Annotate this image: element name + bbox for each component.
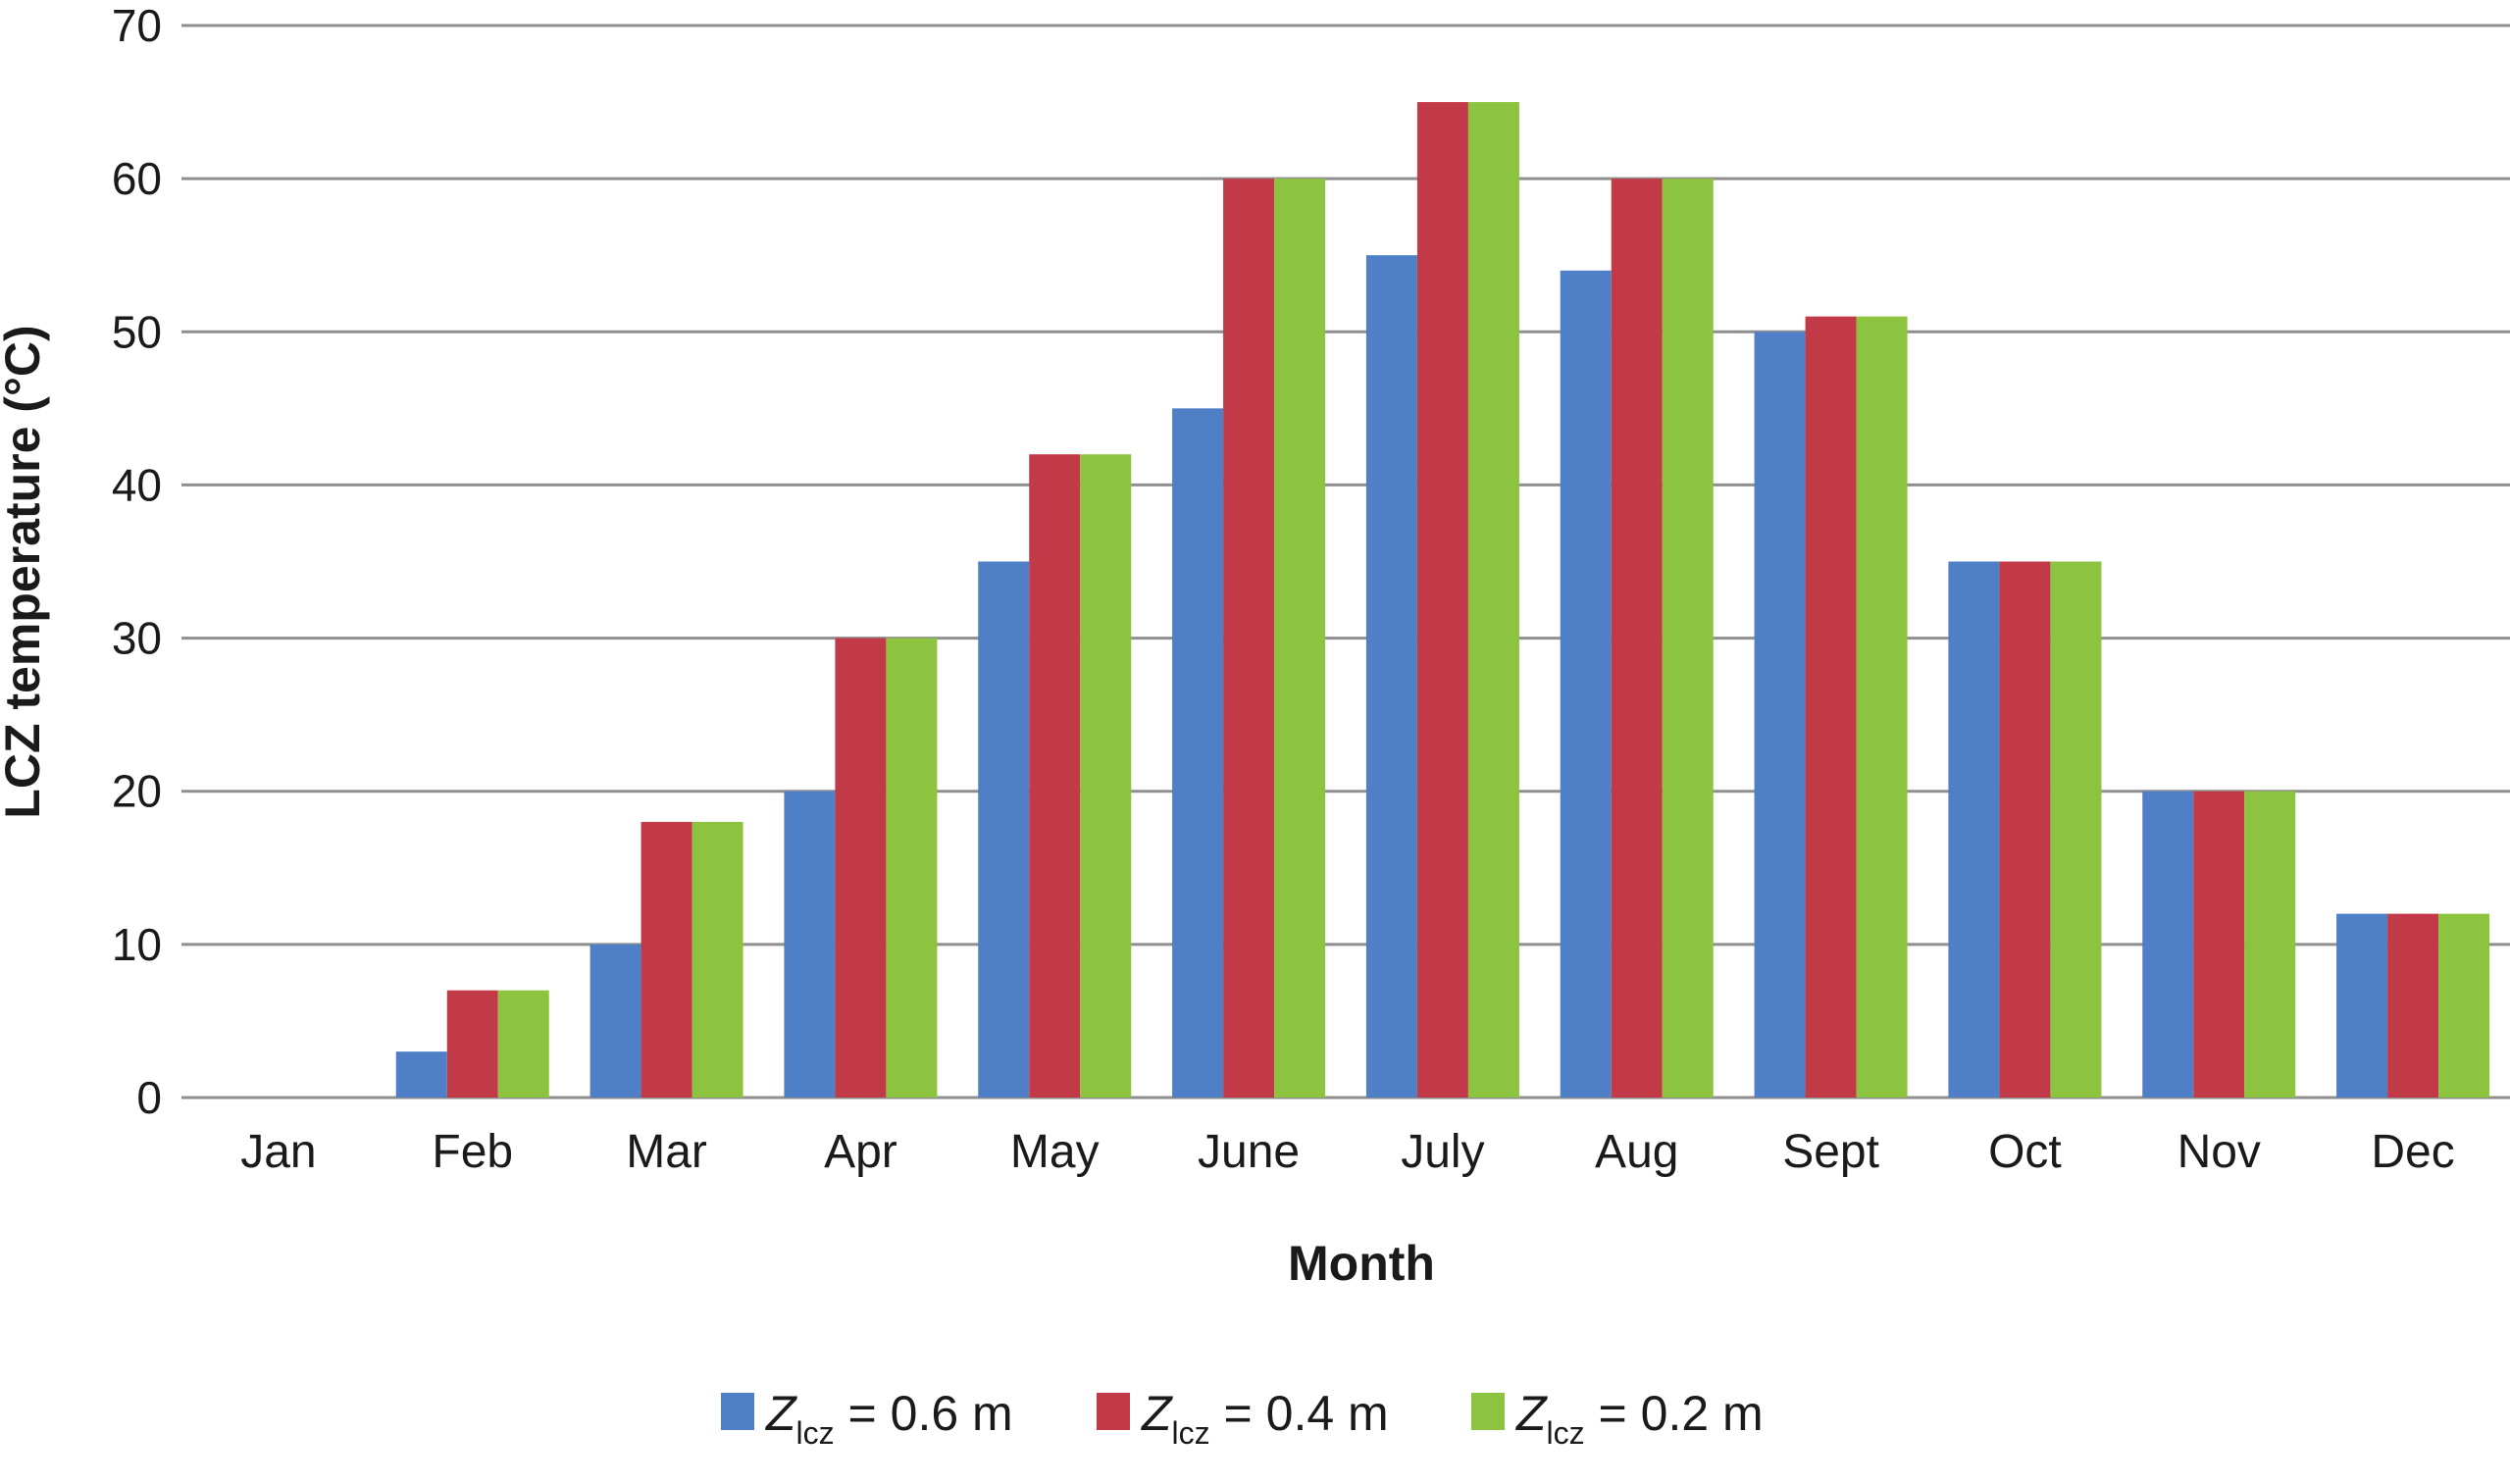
bar-dec-series-3 xyxy=(2438,913,2490,1098)
y-tick-label: 20 xyxy=(112,766,162,817)
bar-aug-series-3 xyxy=(1662,179,1714,1099)
legend-item: Zlcz = 0.2 m xyxy=(1471,1386,1764,1451)
bar-apr-series-2 xyxy=(835,638,887,1098)
legend-value: = 0.2 m xyxy=(1585,1386,1764,1441)
bar-nov-series-2 xyxy=(2193,791,2245,1098)
bar-july-series-1 xyxy=(1365,255,1417,1098)
x-tick-label: Feb xyxy=(432,1126,513,1178)
y-tick-label: 50 xyxy=(112,306,162,357)
x-tick-label: Apr xyxy=(824,1126,897,1178)
y-axis-title: LCZ temperature (°C) xyxy=(0,325,50,818)
bar-mar-series-3 xyxy=(692,821,743,1098)
legend-item: Zlcz = 0.6 m xyxy=(721,1386,1013,1451)
bar-apr-series-1 xyxy=(784,791,836,1098)
legend-item: Zlcz = 0.4 m xyxy=(1097,1386,1389,1451)
y-tick-label: 40 xyxy=(112,459,162,510)
bar-sept-series-1 xyxy=(1754,332,1806,1098)
x-tick-label: Mar xyxy=(626,1126,707,1178)
x-tick-label: Aug xyxy=(1595,1126,1678,1178)
bar-feb-series-3 xyxy=(497,990,549,1098)
x-tick-label: Oct xyxy=(1988,1126,2062,1178)
x-tick-label: Sept xyxy=(1782,1126,1879,1178)
legend-label: Zlcz = 0.6 m xyxy=(765,1386,1013,1451)
x-axis-title: Month xyxy=(1288,1236,1435,1291)
bar-june-series-3 xyxy=(1274,179,1326,1099)
bar-apr-series-3 xyxy=(886,638,938,1098)
y-tick-label: 10 xyxy=(112,919,162,970)
y-tick-labels: 0 10 20 30 40 50 60 70 xyxy=(112,0,162,1123)
bar-sept-series-3 xyxy=(1856,316,1908,1099)
x-tick-label: June xyxy=(1198,1126,1300,1178)
x-tick-label: Jan xyxy=(240,1126,316,1178)
legend-swatch xyxy=(1097,1393,1130,1430)
bar-july-series-3 xyxy=(1467,102,1519,1099)
bar-june-series-2 xyxy=(1223,179,1275,1099)
bar-may-series-2 xyxy=(1029,454,1081,1098)
legend-symbol: Z xyxy=(765,1386,797,1441)
bar-nov-series-3 xyxy=(2244,791,2296,1098)
bar-dec-series-1 xyxy=(2336,913,2388,1098)
x-tick-labels: Jan Feb Mar Apr May June July Aug Sept Oct Nov Dec xyxy=(240,1126,2455,1178)
y-tick-label: 30 xyxy=(112,613,162,664)
bar-oct-series-2 xyxy=(1999,561,2051,1098)
bar-may-series-3 xyxy=(1080,454,1132,1098)
y-tick-label: 60 xyxy=(112,153,162,204)
y-tick-label: 0 xyxy=(136,1072,162,1123)
legend-symbol: Z xyxy=(1141,1386,1173,1441)
x-tick-label: Dec xyxy=(2371,1126,2454,1178)
legend-value: = 0.4 m xyxy=(1210,1386,1389,1441)
bar-mar-series-1 xyxy=(589,944,641,1098)
y-tick-label: 70 xyxy=(112,0,162,51)
bar-oct-series-3 xyxy=(2050,561,2102,1098)
legend-subscript: lcz xyxy=(796,1415,835,1451)
legend-subscript: lcz xyxy=(1172,1415,1210,1451)
bar-sept-series-2 xyxy=(1805,316,1857,1099)
bars xyxy=(395,102,2490,1099)
bar-july-series-2 xyxy=(1416,102,1468,1099)
bar-aug-series-1 xyxy=(1560,270,1612,1098)
bar-oct-series-1 xyxy=(1948,561,2000,1098)
legend-swatch xyxy=(1471,1393,1505,1430)
bar-aug-series-2 xyxy=(1611,179,1663,1099)
legend: Zlcz = 0.6 m Zlcz = 0.4 m Zlcz = 0.2 m xyxy=(721,1386,1764,1451)
bar-mar-series-2 xyxy=(640,821,692,1098)
grid-lines xyxy=(181,24,2510,1100)
legend-subscript: lcz xyxy=(1547,1415,1585,1451)
bar-feb-series-1 xyxy=(395,1051,447,1098)
legend-label: Zlcz = 0.4 m xyxy=(1141,1386,1389,1451)
legend-symbol: Z xyxy=(1515,1386,1548,1441)
legend-value: = 0.6 m xyxy=(835,1386,1013,1441)
bar-june-series-1 xyxy=(1172,408,1224,1098)
bar-dec-series-2 xyxy=(2387,913,2439,1098)
bar-nov-series-1 xyxy=(2142,791,2194,1098)
bar-may-series-1 xyxy=(978,561,1030,1098)
legend-label: Zlcz = 0.2 m xyxy=(1515,1386,1764,1451)
x-tick-label: May xyxy=(1010,1126,1100,1178)
x-tick-label: Nov xyxy=(2177,1126,2261,1178)
x-tick-label: July xyxy=(1401,1126,1484,1178)
legend-swatch xyxy=(721,1393,754,1430)
bar-feb-series-2 xyxy=(446,990,498,1098)
